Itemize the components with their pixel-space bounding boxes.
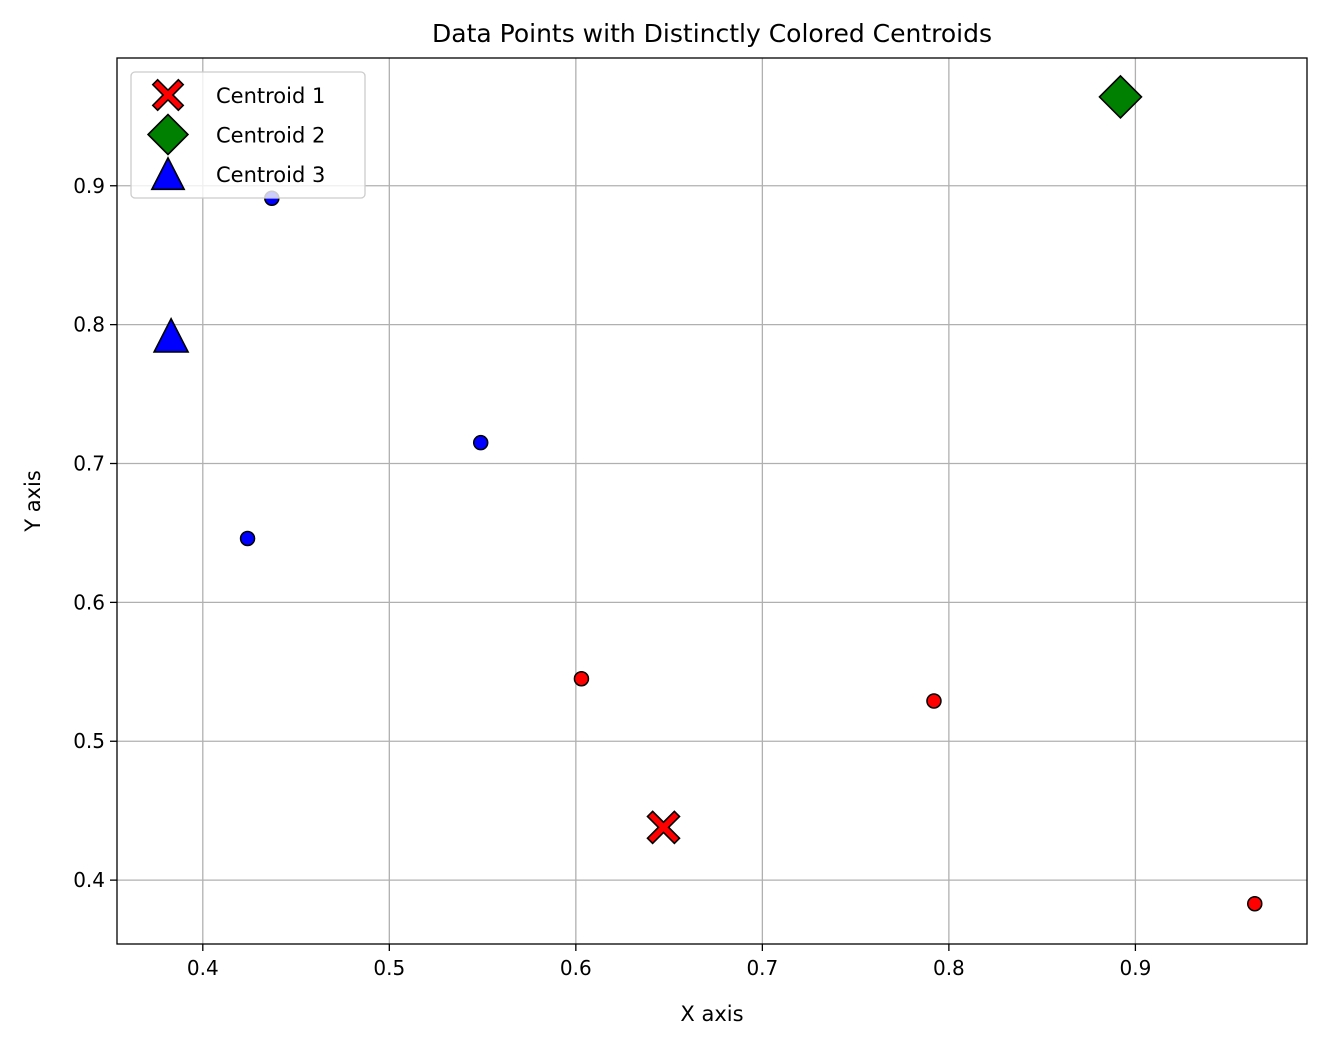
y-tick-label: 0.9 xyxy=(73,174,105,198)
x-axis-label: X axis xyxy=(680,1002,743,1026)
y-tick-label: 0.8 xyxy=(73,313,105,337)
x-tick-label: 0.9 xyxy=(1119,956,1151,980)
y-tick-label: 0.7 xyxy=(73,452,105,476)
centroid-x-marker xyxy=(646,810,681,845)
axis-ticks: 0.4 0.5 0.6 0.7 0.8 0.9 0.4 0.5 0.6 0.7 0.8 0.9 xyxy=(73,174,1151,980)
centroid-diamond-marker xyxy=(146,113,190,156)
legend: Centroid 1 Centroid 2 Centroid 3 xyxy=(130,71,366,199)
data-point xyxy=(573,671,590,687)
y-axis-label: Y axis xyxy=(21,470,45,533)
centroid-x-marker xyxy=(151,78,185,112)
chart-title: Data Points with Distinctly Colored Cent… xyxy=(432,19,992,48)
centroid-triangle-marker xyxy=(150,156,186,191)
legend-label: Centroid 3 xyxy=(216,163,325,187)
y-tick-label: 0.6 xyxy=(73,590,105,614)
x-tick-label: 0.5 xyxy=(373,956,405,980)
x-tick-label: 0.8 xyxy=(933,956,965,980)
legend-items: Centroid 1 Centroid 2 Centroid 3 xyxy=(146,78,325,191)
x-tick-label: 0.4 xyxy=(187,956,219,980)
plot-frame xyxy=(116,57,1308,945)
x-tick-label: 0.7 xyxy=(746,956,778,980)
centroid-triangle-marker xyxy=(152,316,190,353)
grid xyxy=(117,58,1307,944)
legend-box xyxy=(130,71,366,199)
centroids xyxy=(152,74,1143,845)
data-point xyxy=(472,434,489,451)
centroid-diamond-marker xyxy=(1098,74,1143,120)
data-point xyxy=(1247,895,1263,912)
x-tick-label: 0.6 xyxy=(560,956,592,980)
y-tick-label: 0.5 xyxy=(73,729,105,753)
legend-label: Centroid 1 xyxy=(216,84,325,108)
data-point xyxy=(926,693,942,709)
legend-label: Centroid 2 xyxy=(216,124,325,148)
y-tick-label: 0.4 xyxy=(73,868,105,892)
data-point xyxy=(239,530,256,547)
